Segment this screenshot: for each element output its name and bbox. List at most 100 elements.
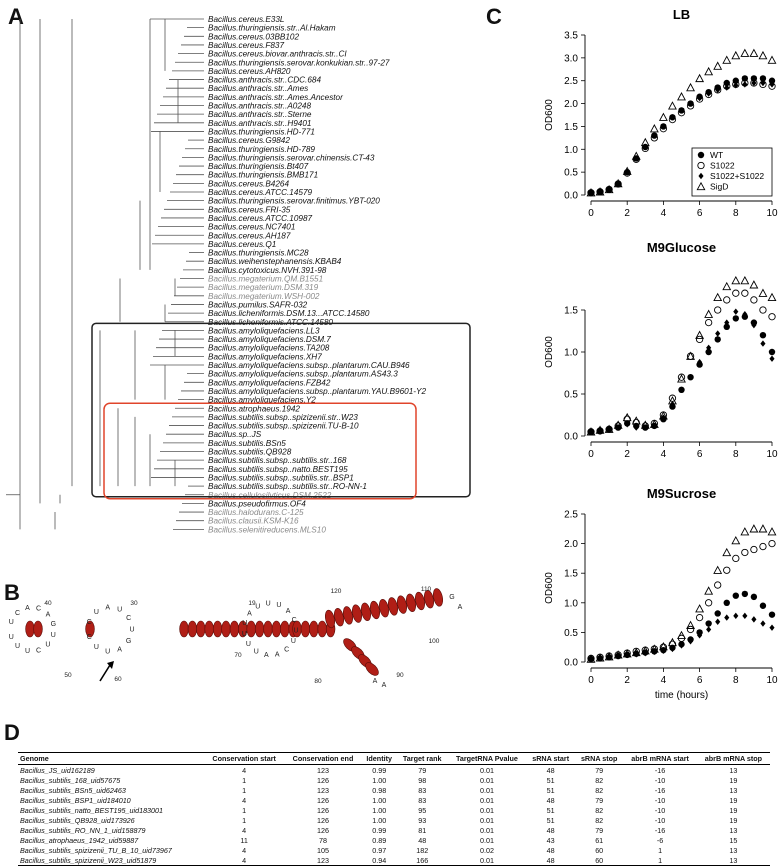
value-cell: 0.01: [479, 765, 494, 775]
genome-cell: Bacillus_subtilis_natto_BEST195_uid18300…: [20, 805, 164, 815]
data-point-s1022-s1022: [697, 94, 703, 102]
x-tick-label: 2: [624, 208, 630, 219]
value-cell: 11: [240, 835, 248, 845]
x-tick-label: 6: [697, 208, 703, 219]
value-cell: 126: [316, 795, 329, 805]
data-point-sigd: [758, 50, 768, 60]
data-point-sigd: [686, 620, 696, 629]
helix-right-bead: [370, 600, 380, 620]
data-point-wt: [750, 593, 758, 601]
value-cell: 1: [242, 775, 247, 785]
table-header-cell: Identity: [361, 752, 397, 765]
value-cell: -16: [654, 785, 666, 795]
x-tick-label: 8: [733, 449, 739, 460]
tree-leaf-label: Bacillus.thuringiensis.HD-789: [208, 145, 315, 154]
position-number: 60: [114, 676, 122, 683]
genome-cell: Bacillus_JS_uid162189: [20, 765, 95, 775]
data-point-s1022-s1022: [760, 79, 766, 87]
tree-leaf-label: Bacillus.anthracis.str..Ames: [208, 84, 308, 93]
nucleotide: G: [51, 621, 56, 628]
nucleotide: A: [275, 651, 280, 658]
data-point-s1022-s1022: [733, 308, 739, 315]
y-tick-label: 0.5: [564, 628, 578, 639]
nucleotide: U: [293, 627, 298, 634]
data-point-sigd: [677, 92, 686, 101]
value-cell: 19: [729, 815, 738, 825]
value-cell: 1.00: [372, 815, 387, 825]
value-cell: 98: [418, 775, 427, 785]
data-point-sigd: [649, 644, 659, 653]
legend-label: S1022+S1022: [710, 171, 764, 181]
y-tick-label: 2.5: [564, 510, 578, 521]
tree-leaf-label: Bacillus.amyloliquefaciens.XH7: [208, 352, 322, 361]
tree-leaf-label: Bacillus.thuringiensis.serovar.chinensis…: [208, 153, 375, 162]
value-cell: 0.01: [479, 805, 494, 815]
y-axis-label: OD600: [544, 572, 555, 604]
helix-right-bead: [325, 609, 335, 629]
data-point-sigd: [658, 641, 668, 651]
data-point-sigd: [667, 101, 677, 110]
data-point-sigd: [704, 309, 714, 318]
data-point-sigd: [758, 524, 768, 533]
data-point-wt: [723, 599, 730, 606]
value-cell: 123: [284, 855, 362, 866]
nucleotide: U: [291, 638, 296, 645]
tree-leaf-label: Bacillus.licheniformis.DSM.13...ATCC.145…: [208, 309, 370, 318]
value-cell: 0.89: [372, 835, 387, 845]
target-table: Genome Conservation start Conservation end…: [18, 752, 770, 866]
data-point-s1022-s1022: [615, 424, 621, 431]
data-point-s1022: [732, 289, 740, 297]
data-point-sigd: [640, 420, 650, 429]
plot-m9sucrose: M9Sucrose 0.0 0.5 1.0 1.5 2.0 2.5 0 2 4 6 8 10 OD600 t…: [544, 486, 778, 700]
data-point-sigd: [631, 416, 641, 425]
x-axis-label: time (hours): [655, 690, 708, 700]
data-point-s1022-s1022: [687, 374, 694, 381]
value-cell: 48: [546, 845, 555, 855]
data-point-s1022: [732, 554, 740, 563]
value-cell: 48: [546, 765, 555, 775]
data-point-s1022-s1022: [687, 100, 694, 107]
value-cell: 0.01: [479, 785, 494, 795]
data-point-s1022-s1022: [769, 624, 775, 631]
value-cell: 1.00: [372, 805, 387, 815]
x-tick-label: 6: [697, 449, 703, 460]
data-point-sigd: [695, 330, 705, 339]
nucleotide: C: [36, 648, 41, 655]
nucleotide: A: [247, 610, 252, 617]
data-point-s1022-s1022: [698, 172, 704, 180]
value-cell: 1.00: [372, 775, 387, 785]
x-tick-label: 8: [733, 675, 739, 686]
tree-leaf-label: Bacillus.thuringiensis.BMB171: [208, 171, 318, 180]
nucleotide: A: [25, 605, 30, 612]
clade-box-amyloliquefaciens-subtilis: [91, 322, 471, 498]
data-point-wt: [768, 348, 776, 356]
tree-leaf-label: Bacillus.anthracis.str..H9401: [208, 119, 311, 128]
data-point-s1022: [705, 318, 713, 327]
data-point-s1022: [759, 306, 767, 314]
data-point-s1022: [697, 161, 705, 170]
tree-leaf-label: Bacillus.cereus.F837: [208, 41, 284, 50]
helix-right-bead: [352, 604, 362, 623]
data-point-s1022-s1022: [642, 424, 648, 431]
value-cell: 19: [729, 805, 738, 815]
genome-cell: Bacillus_subtilis_BSP1_uid184010: [20, 795, 131, 805]
value-cell: 19: [729, 795, 738, 805]
value-cell: 0.99: [372, 765, 387, 775]
y-tick-label: 2.0: [564, 99, 578, 110]
nucleotide: C: [87, 619, 92, 626]
value-cell: 78: [318, 835, 327, 845]
nucleotide: U: [117, 607, 122, 614]
data-point-s1022-s1022: [660, 123, 666, 130]
table-header-cell: Genome: [18, 752, 204, 765]
tree-leaf-label: Bacillus.atrophaeus.1942: [208, 404, 300, 413]
data-point-s1022-s1022: [660, 414, 666, 421]
y-tick-label: 1.0: [564, 598, 578, 609]
data-point-wt: [697, 151, 705, 159]
nucleotide: U: [129, 627, 134, 634]
genome-cell: Bacillus_subtilis_RO_NN_1_uid158879: [20, 825, 146, 835]
panel-label-c: C: [486, 4, 502, 29]
data-point-s1022: [695, 613, 704, 622]
tree-leaf-label: Bacillus.cereus.B4264: [208, 179, 289, 188]
data-point-s1022: [741, 548, 749, 557]
